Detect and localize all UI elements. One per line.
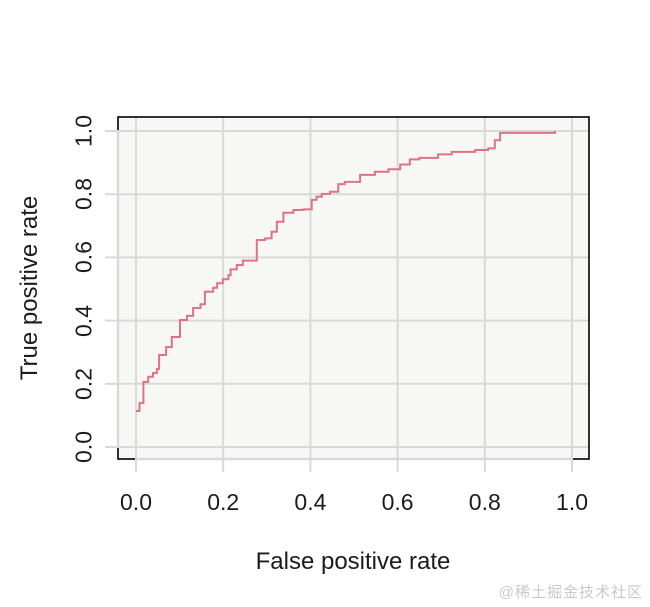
x-tick-label: 0.2 [207,489,240,515]
y-tick-label: 0.6 [70,241,97,274]
plot-panel-background [118,117,589,459]
y-tick-label: 0.0 [70,431,97,463]
y-tick-label: 1.0 [70,115,97,147]
y-axis-title: True positive rate [16,195,43,381]
y-tick-label: 0.4 [70,304,97,337]
watermark: @稀土掘金技术社区 [498,584,643,601]
x-tick-label: 0.6 [381,489,414,515]
x-tick-label: 0.4 [294,489,327,515]
x-axis-title: False positive rate [255,548,451,575]
x-tick-label: 0.0 [120,489,152,515]
x-tick-label: 0.8 [468,489,501,515]
roc-curve [136,131,556,412]
y-tick-label: 0.8 [70,178,97,211]
y-tick-label: 0.2 [70,367,97,400]
x-tick-label: 1.0 [556,489,588,515]
